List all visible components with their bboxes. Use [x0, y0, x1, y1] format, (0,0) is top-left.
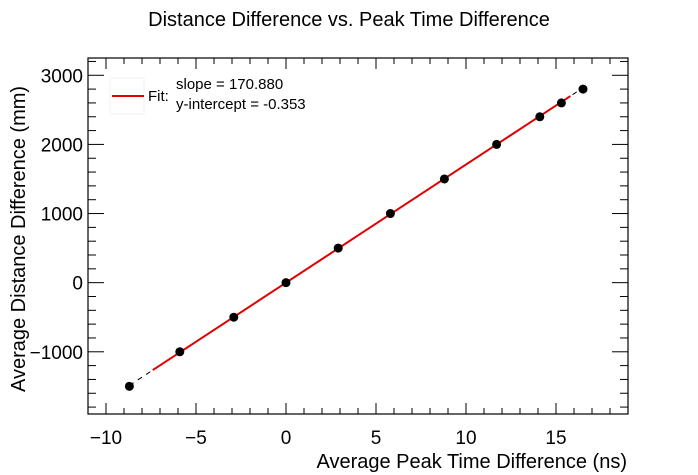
- x-tick-label: 0: [281, 428, 292, 449]
- y-axis-label: Average Distance Difference (mm): [8, 86, 30, 392]
- data-point: [439, 174, 449, 184]
- y-tick-label: 2000: [41, 135, 83, 156]
- data-point: [385, 209, 395, 219]
- data-point: [281, 278, 291, 288]
- y-tick-label: 3000: [41, 66, 83, 87]
- data-point: [535, 112, 545, 122]
- legend-fit-label: Fit:: [148, 88, 169, 105]
- fit-layer: [129, 87, 584, 386]
- data-point: [492, 139, 502, 149]
- data-point: [333, 243, 343, 253]
- x-tick-label: −5: [185, 428, 207, 449]
- data-point: [124, 381, 134, 391]
- chart-title: Distance Difference vs. Peak Time Differ…: [148, 9, 550, 31]
- data-point: [175, 347, 185, 357]
- x-axis: −10 −5 0 5 10 15: [87, 58, 629, 449]
- data-point: [578, 84, 588, 94]
- y-tick-label: −1000: [30, 343, 83, 364]
- x-axis-label: Average Peak Time Difference (ns): [316, 451, 627, 473]
- legend: Fit: slope = 170.880 y-intercept = -0.35…: [109, 76, 306, 115]
- x-tick-label: −10: [90, 428, 122, 449]
- y-tick-label: 1000: [41, 205, 83, 226]
- points-layer: [124, 84, 588, 391]
- legend-slope: slope = 170.880: [176, 76, 283, 93]
- x-tick-label: 10: [455, 428, 476, 449]
- fit-line: [152, 95, 571, 371]
- x-tick-label: 15: [545, 428, 566, 449]
- legend-intercept: y-intercept = -0.353: [176, 96, 306, 113]
- y-axis: −1000 0 1000 2000 3000: [30, 60, 628, 408]
- y-tick-label: 0: [72, 274, 83, 295]
- x-tick-label: 5: [371, 428, 382, 449]
- data-point: [556, 98, 566, 108]
- data-point: [229, 312, 239, 322]
